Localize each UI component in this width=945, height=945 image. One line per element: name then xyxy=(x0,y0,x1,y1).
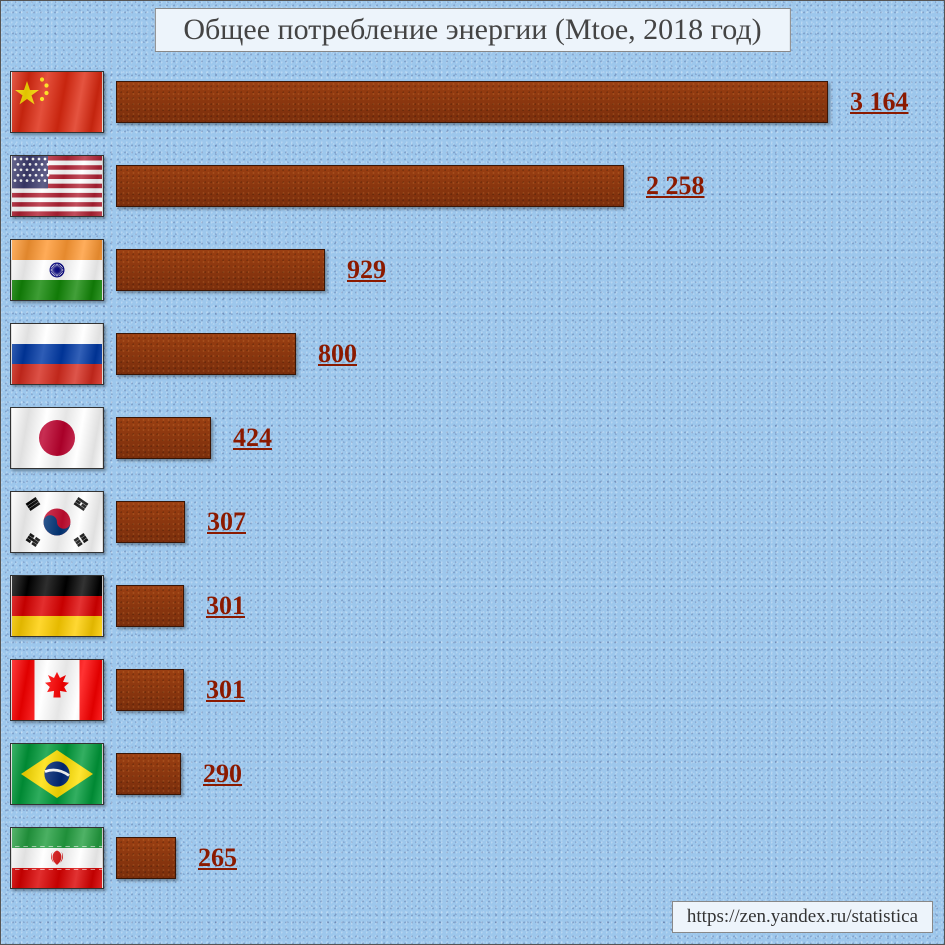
china-flag-icon xyxy=(10,71,104,133)
bar xyxy=(116,753,181,795)
bar-row: 929 xyxy=(10,238,935,302)
bar-row: 301 xyxy=(10,658,935,722)
bar-wrap: 424 xyxy=(104,417,935,459)
bar-value: 265 xyxy=(198,843,237,873)
bar xyxy=(116,165,624,207)
bar xyxy=(116,333,296,375)
bar xyxy=(116,417,211,459)
bar xyxy=(116,249,325,291)
bar-value: 2 258 xyxy=(646,171,705,201)
bar-row: 2 258 xyxy=(10,154,935,218)
bar-value: 290 xyxy=(203,759,242,789)
japan-flag-icon xyxy=(10,407,104,469)
bar-row: 301 xyxy=(10,574,935,638)
bar xyxy=(116,585,184,627)
bar-wrap: 290 xyxy=(104,753,935,795)
bar-wrap: 3 164 xyxy=(104,81,935,123)
bar-value: 929 xyxy=(347,255,386,285)
bar-value: 800 xyxy=(318,339,357,369)
bar-wrap: 301 xyxy=(104,585,935,627)
india-flag-icon xyxy=(10,239,104,301)
canada-flag-icon xyxy=(10,659,104,721)
bar-row: 424 xyxy=(10,406,935,470)
bar-row: 290 xyxy=(10,742,935,806)
bar-value: 3 164 xyxy=(850,87,909,117)
bar-wrap: 929 xyxy=(104,249,935,291)
usa-flag-icon xyxy=(10,155,104,217)
bar-value: 307 xyxy=(207,507,246,537)
bar-wrap: 307 xyxy=(104,501,935,543)
bar-row: 800 xyxy=(10,322,935,386)
bar xyxy=(116,501,185,543)
bar-row: 3 164 xyxy=(10,70,935,134)
bar xyxy=(116,669,184,711)
bar-value: 424 xyxy=(233,423,272,453)
germany-flag-icon xyxy=(10,575,104,637)
russia-flag-icon xyxy=(10,323,104,385)
bar-value: 301 xyxy=(206,591,245,621)
bar-row: 307 xyxy=(10,490,935,554)
bar xyxy=(116,837,176,879)
iran-flag-icon xyxy=(10,827,104,889)
south-korea-flag-icon xyxy=(10,491,104,553)
source-link: https://zen.yandex.ru/statistica xyxy=(672,901,933,933)
bar-value: 301 xyxy=(206,675,245,705)
bar-chart: 3 164 2 258 929 800 424 307 301 301 290 265 xyxy=(10,70,935,910)
bar-wrap: 301 xyxy=(104,669,935,711)
bar-row: 265 xyxy=(10,826,935,890)
bar-wrap: 265 xyxy=(104,837,935,879)
bar-wrap: 2 258 xyxy=(104,165,935,207)
brazil-flag-icon xyxy=(10,743,104,805)
chart-title: Общее потребление энергии (Mtoe, 2018 го… xyxy=(154,8,790,52)
bar-wrap: 800 xyxy=(104,333,935,375)
bar xyxy=(116,81,828,123)
